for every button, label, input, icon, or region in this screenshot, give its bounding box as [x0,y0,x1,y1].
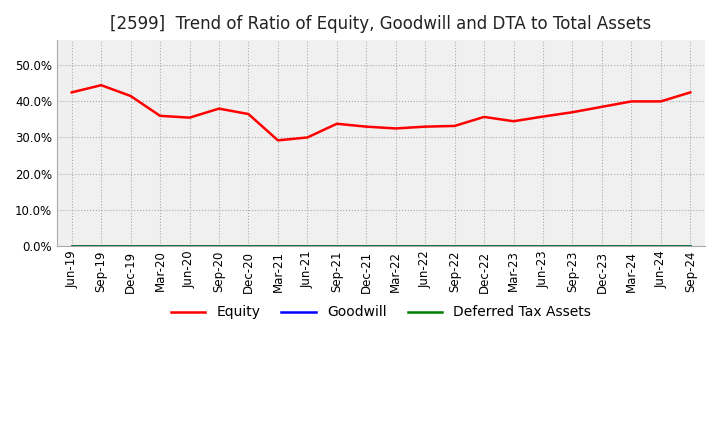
Goodwill [68,243,76,248]
Deferred Tax Assets [97,243,106,248]
Deferred Tax Assets [156,243,164,248]
Goodwill [686,243,695,248]
Goodwill [627,243,636,248]
Goodwill [509,243,518,248]
Equity [686,90,695,95]
Deferred Tax Assets [333,243,341,248]
Goodwill [303,243,312,248]
Deferred Tax Assets [627,243,636,248]
Goodwill [421,243,430,248]
Equity [215,106,223,111]
Goodwill [244,243,253,248]
Equity [244,111,253,117]
Deferred Tax Assets [421,243,430,248]
Goodwill [392,243,400,248]
Legend: Equity, Goodwill, Deferred Tax Assets: Equity, Goodwill, Deferred Tax Assets [165,300,597,325]
Equity [421,124,430,129]
Goodwill [333,243,341,248]
Equity [450,123,459,128]
Equity [539,114,547,119]
Equity [333,121,341,126]
Equity [657,99,665,104]
Deferred Tax Assets [686,243,695,248]
Equity [97,83,106,88]
Deferred Tax Assets [480,243,488,248]
Goodwill [185,243,194,248]
Goodwill [274,243,282,248]
Goodwill [362,243,371,248]
Deferred Tax Assets [215,243,223,248]
Equity [185,115,194,120]
Deferred Tax Assets [185,243,194,248]
Goodwill [156,243,164,248]
Equity [362,124,371,129]
Title: [2599]  Trend of Ratio of Equity, Goodwill and DTA to Total Assets: [2599] Trend of Ratio of Equity, Goodwil… [110,15,652,33]
Equity [68,90,76,95]
Deferred Tax Assets [598,243,606,248]
Deferred Tax Assets [568,243,577,248]
Equity [480,114,488,120]
Line: Equity: Equity [72,85,690,140]
Deferred Tax Assets [657,243,665,248]
Deferred Tax Assets [509,243,518,248]
Equity [627,99,636,104]
Equity [568,110,577,115]
Goodwill [450,243,459,248]
Equity [156,113,164,118]
Deferred Tax Assets [274,243,282,248]
Equity [126,93,135,99]
Goodwill [539,243,547,248]
Goodwill [598,243,606,248]
Deferred Tax Assets [362,243,371,248]
Deferred Tax Assets [244,243,253,248]
Equity [598,104,606,110]
Equity [392,126,400,131]
Goodwill [568,243,577,248]
Goodwill [215,243,223,248]
Goodwill [657,243,665,248]
Deferred Tax Assets [126,243,135,248]
Equity [303,135,312,140]
Goodwill [97,243,106,248]
Goodwill [480,243,488,248]
Deferred Tax Assets [539,243,547,248]
Deferred Tax Assets [450,243,459,248]
Equity [509,119,518,124]
Deferred Tax Assets [392,243,400,248]
Equity [274,138,282,143]
Goodwill [126,243,135,248]
Deferred Tax Assets [303,243,312,248]
Deferred Tax Assets [68,243,76,248]
